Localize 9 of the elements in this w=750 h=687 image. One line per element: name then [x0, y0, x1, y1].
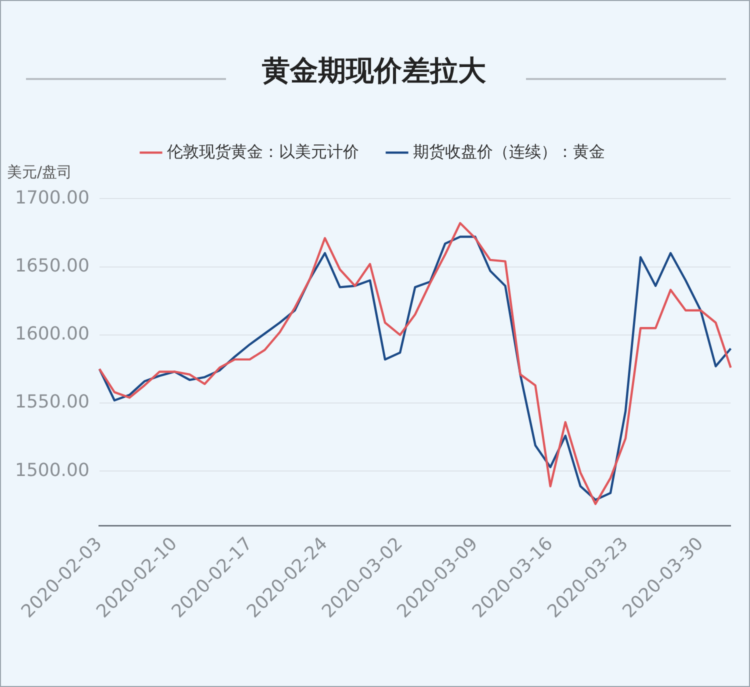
- y-tick-label: 1600.00: [14, 324, 90, 345]
- y-tick-label: 1700.00: [14, 187, 90, 208]
- y-axis-title: 美元/盘司: [7, 162, 72, 181]
- y-tick-label: 1550.00: [14, 392, 90, 413]
- y-tick-label: 1500.00: [14, 460, 90, 481]
- legend-label: 伦敦现货黄金：以美元计价: [167, 142, 359, 161]
- chart-title: 黄金期现价差拉大: [261, 54, 487, 88]
- legend-label: 期货收盘价（连续）：黄金: [413, 142, 605, 161]
- y-tick-label: 1650.00: [14, 255, 90, 276]
